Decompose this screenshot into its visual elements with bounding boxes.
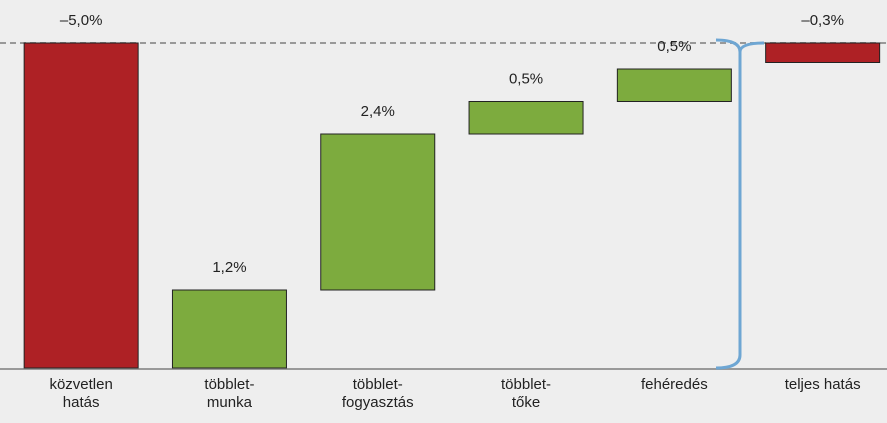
x-tick-label: többlet- fogyasztás (341, 376, 414, 411)
value-label: –0,3% (801, 12, 844, 29)
x-tick-label: teljes hatás (784, 376, 861, 393)
value-label: 1,2% (212, 259, 246, 276)
bar (765, 42, 881, 63)
value-label: 0,5% (657, 38, 691, 55)
bar (171, 289, 287, 369)
bar (468, 101, 584, 135)
bar (616, 68, 732, 102)
bar (23, 42, 139, 369)
value-label: –5,0% (60, 12, 103, 29)
x-tick-label: többlet- munka (204, 376, 255, 411)
x-tick-label: fehéredés (640, 376, 708, 393)
bar (320, 133, 436, 291)
value-label: 2,4% (361, 103, 395, 120)
bracket (715, 38, 765, 370)
x-tick-label: közvetlen hatás (49, 376, 113, 411)
value-label: 0,5% (509, 70, 543, 87)
x-tick-label: többlet- tőke (501, 376, 552, 411)
